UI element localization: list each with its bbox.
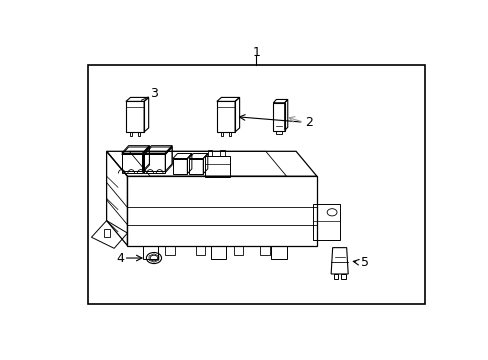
Bar xyxy=(276,131,281,134)
Bar xyxy=(122,153,142,171)
Text: 1: 1 xyxy=(252,46,260,59)
Bar xyxy=(144,153,165,171)
Bar xyxy=(144,154,165,172)
Bar xyxy=(273,103,284,131)
Text: 5: 5 xyxy=(360,256,368,269)
Bar xyxy=(207,150,212,156)
Bar xyxy=(312,204,339,240)
Bar xyxy=(87,66,424,304)
Bar xyxy=(205,156,229,176)
Bar xyxy=(228,132,231,136)
Bar xyxy=(220,132,223,136)
Text: 4: 4 xyxy=(116,252,123,265)
Bar xyxy=(260,246,269,255)
Bar xyxy=(122,154,142,172)
Bar xyxy=(220,150,224,156)
Bar xyxy=(173,158,187,174)
Bar xyxy=(103,229,109,237)
Text: 3: 3 xyxy=(150,87,158,100)
Bar xyxy=(233,246,243,255)
Bar xyxy=(126,102,144,132)
Bar xyxy=(129,132,132,136)
Bar xyxy=(210,246,225,260)
Bar xyxy=(271,246,286,260)
Bar xyxy=(341,274,345,279)
Bar xyxy=(142,246,158,260)
Bar xyxy=(188,158,203,174)
Bar xyxy=(138,132,140,136)
Bar xyxy=(165,246,175,255)
Bar xyxy=(333,274,338,279)
Text: 2: 2 xyxy=(305,116,313,129)
Bar xyxy=(195,246,205,255)
Bar xyxy=(217,102,235,132)
